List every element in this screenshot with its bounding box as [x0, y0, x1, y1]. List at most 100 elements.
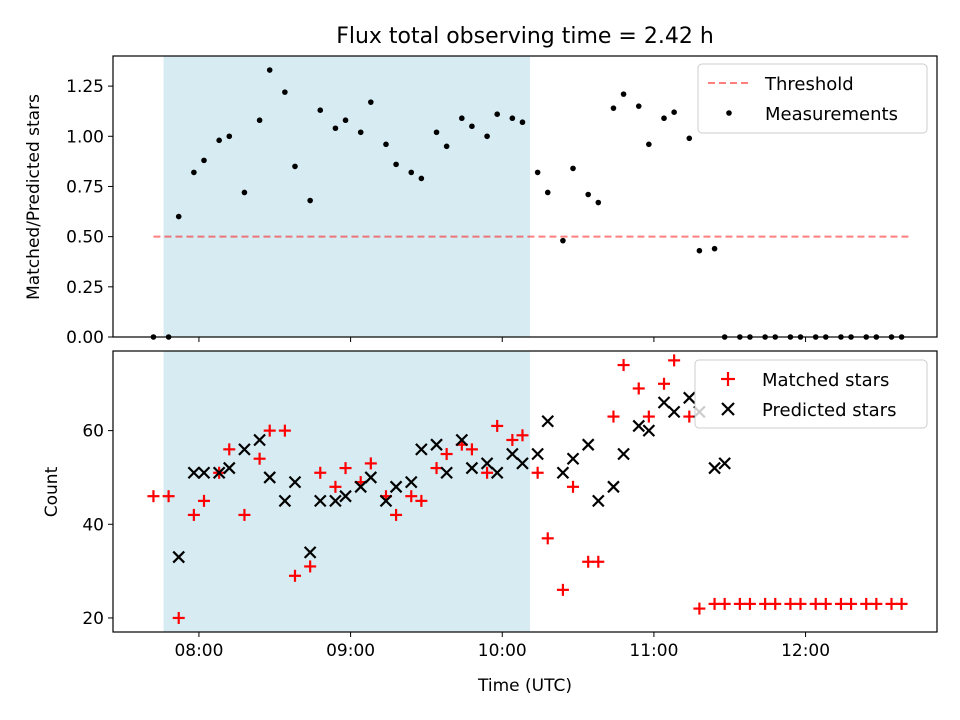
measurement-point	[201, 157, 207, 164]
bottom-y-axis-label: Count	[42, 466, 62, 517]
matched-star-point	[187, 508, 200, 521]
predicted-star-point	[541, 414, 555, 428]
bottom-matched-points	[147, 354, 908, 624]
predicted-star-point	[364, 471, 378, 484]
top-axes-frame	[112, 55, 938, 338]
measurement-point	[595, 199, 602, 206]
matched-star-point	[491, 419, 504, 432]
bottom-axes-frame	[112, 350, 938, 633]
matched-star-point	[516, 429, 529, 442]
measurement-point	[443, 143, 450, 150]
predicted-star-point	[212, 466, 226, 480]
matched-star-point	[415, 494, 428, 507]
legend-matched-swatch	[721, 372, 735, 386]
predicted-star-point	[607, 480, 620, 494]
measurement-point	[307, 197, 313, 204]
matched-star-point	[197, 494, 210, 507]
measurement-point	[241, 189, 248, 196]
matched-star-point	[718, 597, 731, 610]
bottom-x-ticks: 08:00 09:00 10:00 11:00 12:00	[174, 632, 830, 661]
predicted-star-point	[253, 433, 266, 447]
matched-star-point	[506, 433, 519, 446]
legend-matched-label: Matched stars	[762, 370, 889, 391]
predicted-star-point	[642, 424, 656, 437]
predicted-star-point	[480, 457, 494, 470]
measurement-point	[433, 129, 440, 136]
matched-star-point	[223, 443, 236, 456]
measurement-point	[610, 105, 617, 111]
matched-star-point	[440, 448, 453, 461]
matched-star-point	[465, 443, 478, 456]
bottom-y-tick-label: 60	[82, 422, 104, 442]
matched-star-point	[405, 490, 418, 503]
measurement-point	[519, 119, 526, 126]
matched-star-point	[288, 569, 301, 582]
predicted-star-point	[379, 494, 393, 508]
predicted-star-point	[617, 447, 630, 461]
bottom-x-tick-label: 12:00	[781, 641, 830, 661]
measurement-point	[408, 169, 415, 176]
matched-star-point	[541, 532, 554, 545]
matched-star-point	[617, 359, 630, 372]
predicted-star-point	[516, 457, 529, 470]
measurement-point	[620, 91, 627, 97]
bottom-y-tick-label: 20	[82, 609, 104, 629]
matched-star-point	[304, 560, 317, 573]
measurement-point	[671, 109, 677, 115]
predicted-star-point	[581, 438, 595, 451]
matched-star-point	[339, 462, 352, 475]
predicted-star-point	[718, 457, 731, 470]
predicted-star-point	[278, 494, 292, 508]
predicted-star-point	[389, 480, 403, 494]
legend-predicted-swatch	[721, 402, 735, 416]
measurement-point	[484, 133, 490, 140]
predicted-star-point	[632, 419, 646, 433]
measurement-point	[383, 141, 389, 148]
predicted-star-point	[339, 489, 352, 503]
matched-star-point	[632, 382, 645, 395]
chart-title: Flux total observing time = 2.42 h	[336, 24, 714, 49]
measurement-point	[469, 123, 475, 130]
predicted-star-point	[187, 466, 201, 480]
legend-threshold-label: Threshold	[764, 74, 854, 95]
top-y-ticks: 0.00 0.25 0.50 0.75 1.00 1.25	[66, 77, 113, 348]
predicted-star-point	[440, 466, 453, 480]
bottom-y-tick-label: 40	[82, 515, 104, 535]
measurement-point	[544, 189, 551, 196]
legend-measurement-swatch	[726, 110, 732, 116]
measurement-point	[570, 165, 576, 172]
measurement-point	[696, 247, 703, 254]
matched-star-point	[895, 597, 908, 610]
matched-star-point	[592, 555, 605, 568]
matched-star-point	[885, 597, 898, 610]
measurement-point	[459, 115, 465, 122]
top-y-tick-label: 1.00	[66, 127, 104, 147]
legend-predicted-label: Predicted stars	[762, 400, 896, 421]
bottom-y-ticks: 20 40 60	[82, 422, 113, 629]
bottom-panel: 20 40 60 08:00 09:00 10:00 11:00 12:00 Count T…	[42, 350, 938, 696]
matched-star-point	[870, 597, 883, 610]
predicted-star-point	[172, 550, 185, 564]
top-y-tick-label: 0.75	[66, 177, 104, 197]
legend-measurement-label: Measurements	[765, 104, 898, 125]
matched-star-point	[162, 490, 175, 503]
matched-star-point	[759, 597, 772, 610]
bottom-x-tick-label: 08:00	[174, 641, 223, 661]
measurement-point	[646, 141, 652, 148]
top-y-tick-label: 0.00	[66, 328, 104, 348]
top-y-axis-label: Matched/Predicted stars	[24, 94, 44, 300]
predicted-star-point	[490, 466, 504, 480]
matched-star-point	[784, 597, 797, 610]
x-axis-label: Time (UTC)	[477, 676, 572, 696]
bottom-highlight-rect	[163, 351, 531, 632]
predicted-star-point	[222, 461, 236, 475]
top-legend-box	[697, 63, 928, 134]
matched-star-point	[390, 508, 403, 521]
matched-star-point	[834, 597, 847, 610]
matched-star-point	[769, 597, 782, 610]
measurement-point	[317, 107, 324, 113]
top-panel: 0.00 0.25 0.50 0.75 1.00 1.25 Matched/Predict…	[24, 55, 938, 348]
measurement-point	[686, 135, 693, 142]
bottom-legend: Matched stars Predicted stars	[694, 359, 928, 429]
